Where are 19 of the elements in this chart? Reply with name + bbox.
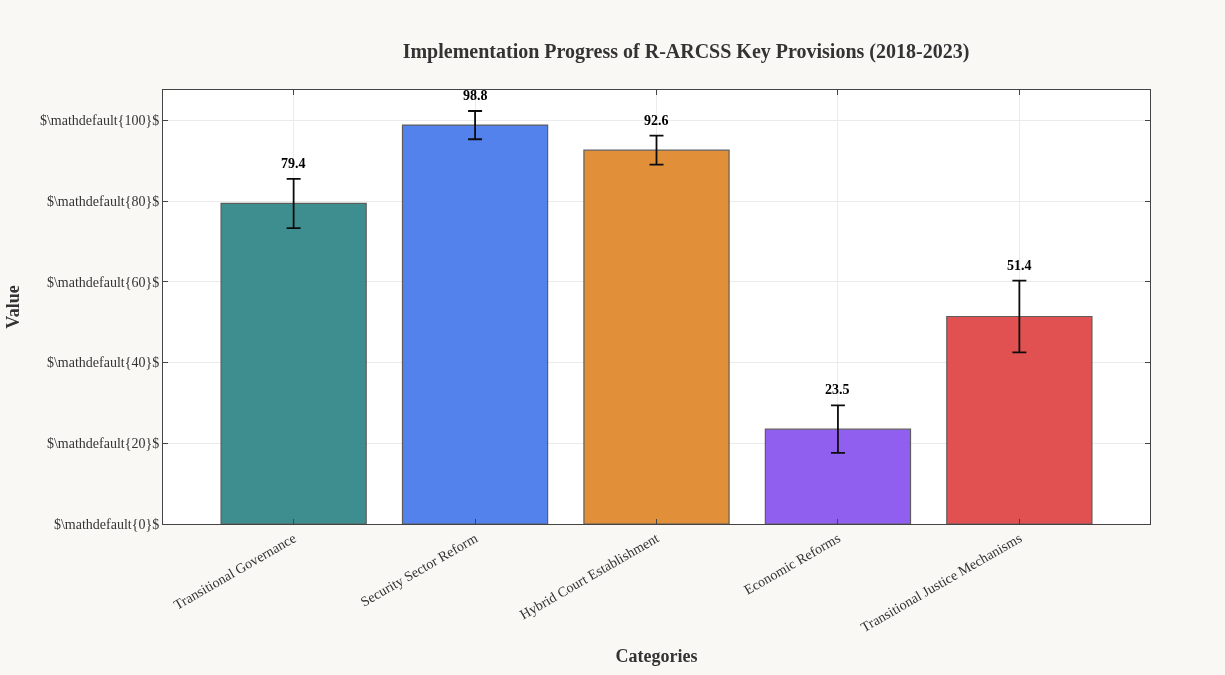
- y-tick-label: $\mathdefault{100}$: [40, 113, 160, 129]
- chart-title: Implementation Progress of R-ARCSS Key Provisions (2018-2023): [402, 39, 970, 63]
- data-label: 92.6: [644, 113, 669, 128]
- bar: [401, 124, 549, 524]
- bar: [764, 428, 912, 524]
- bar: [946, 315, 1093, 524]
- data-label: 79.4: [281, 156, 306, 171]
- data-label: 51.4: [1007, 258, 1032, 273]
- y-tick-label: $\mathdefault{80}$: [47, 193, 160, 209]
- y-tick-label: $\mathdefault{0}$: [54, 516, 160, 532]
- bar: [220, 202, 367, 524]
- data-label: 98.8: [463, 88, 488, 103]
- x-axis-title: Categories: [615, 646, 698, 667]
- y-tick-label: $\mathdefault{40}$: [47, 355, 160, 371]
- y-tick-label: $\mathdefault{60}$: [47, 274, 160, 290]
- bar: [583, 149, 730, 524]
- data-label: 23.5: [825, 382, 850, 397]
- y-tick-label: $\mathdefault{20}$: [47, 436, 160, 452]
- y-axis-title: Value: [3, 285, 24, 329]
